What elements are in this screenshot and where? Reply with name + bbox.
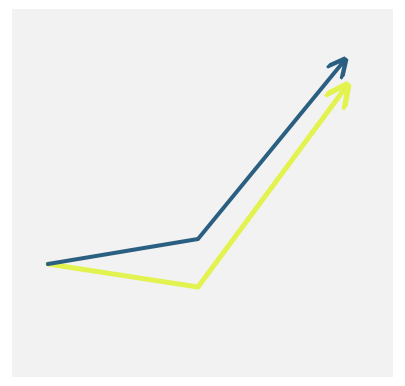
yellow-trend-arrow	[45, 87, 346, 290]
blue-trend-arrow	[46, 61, 344, 266]
